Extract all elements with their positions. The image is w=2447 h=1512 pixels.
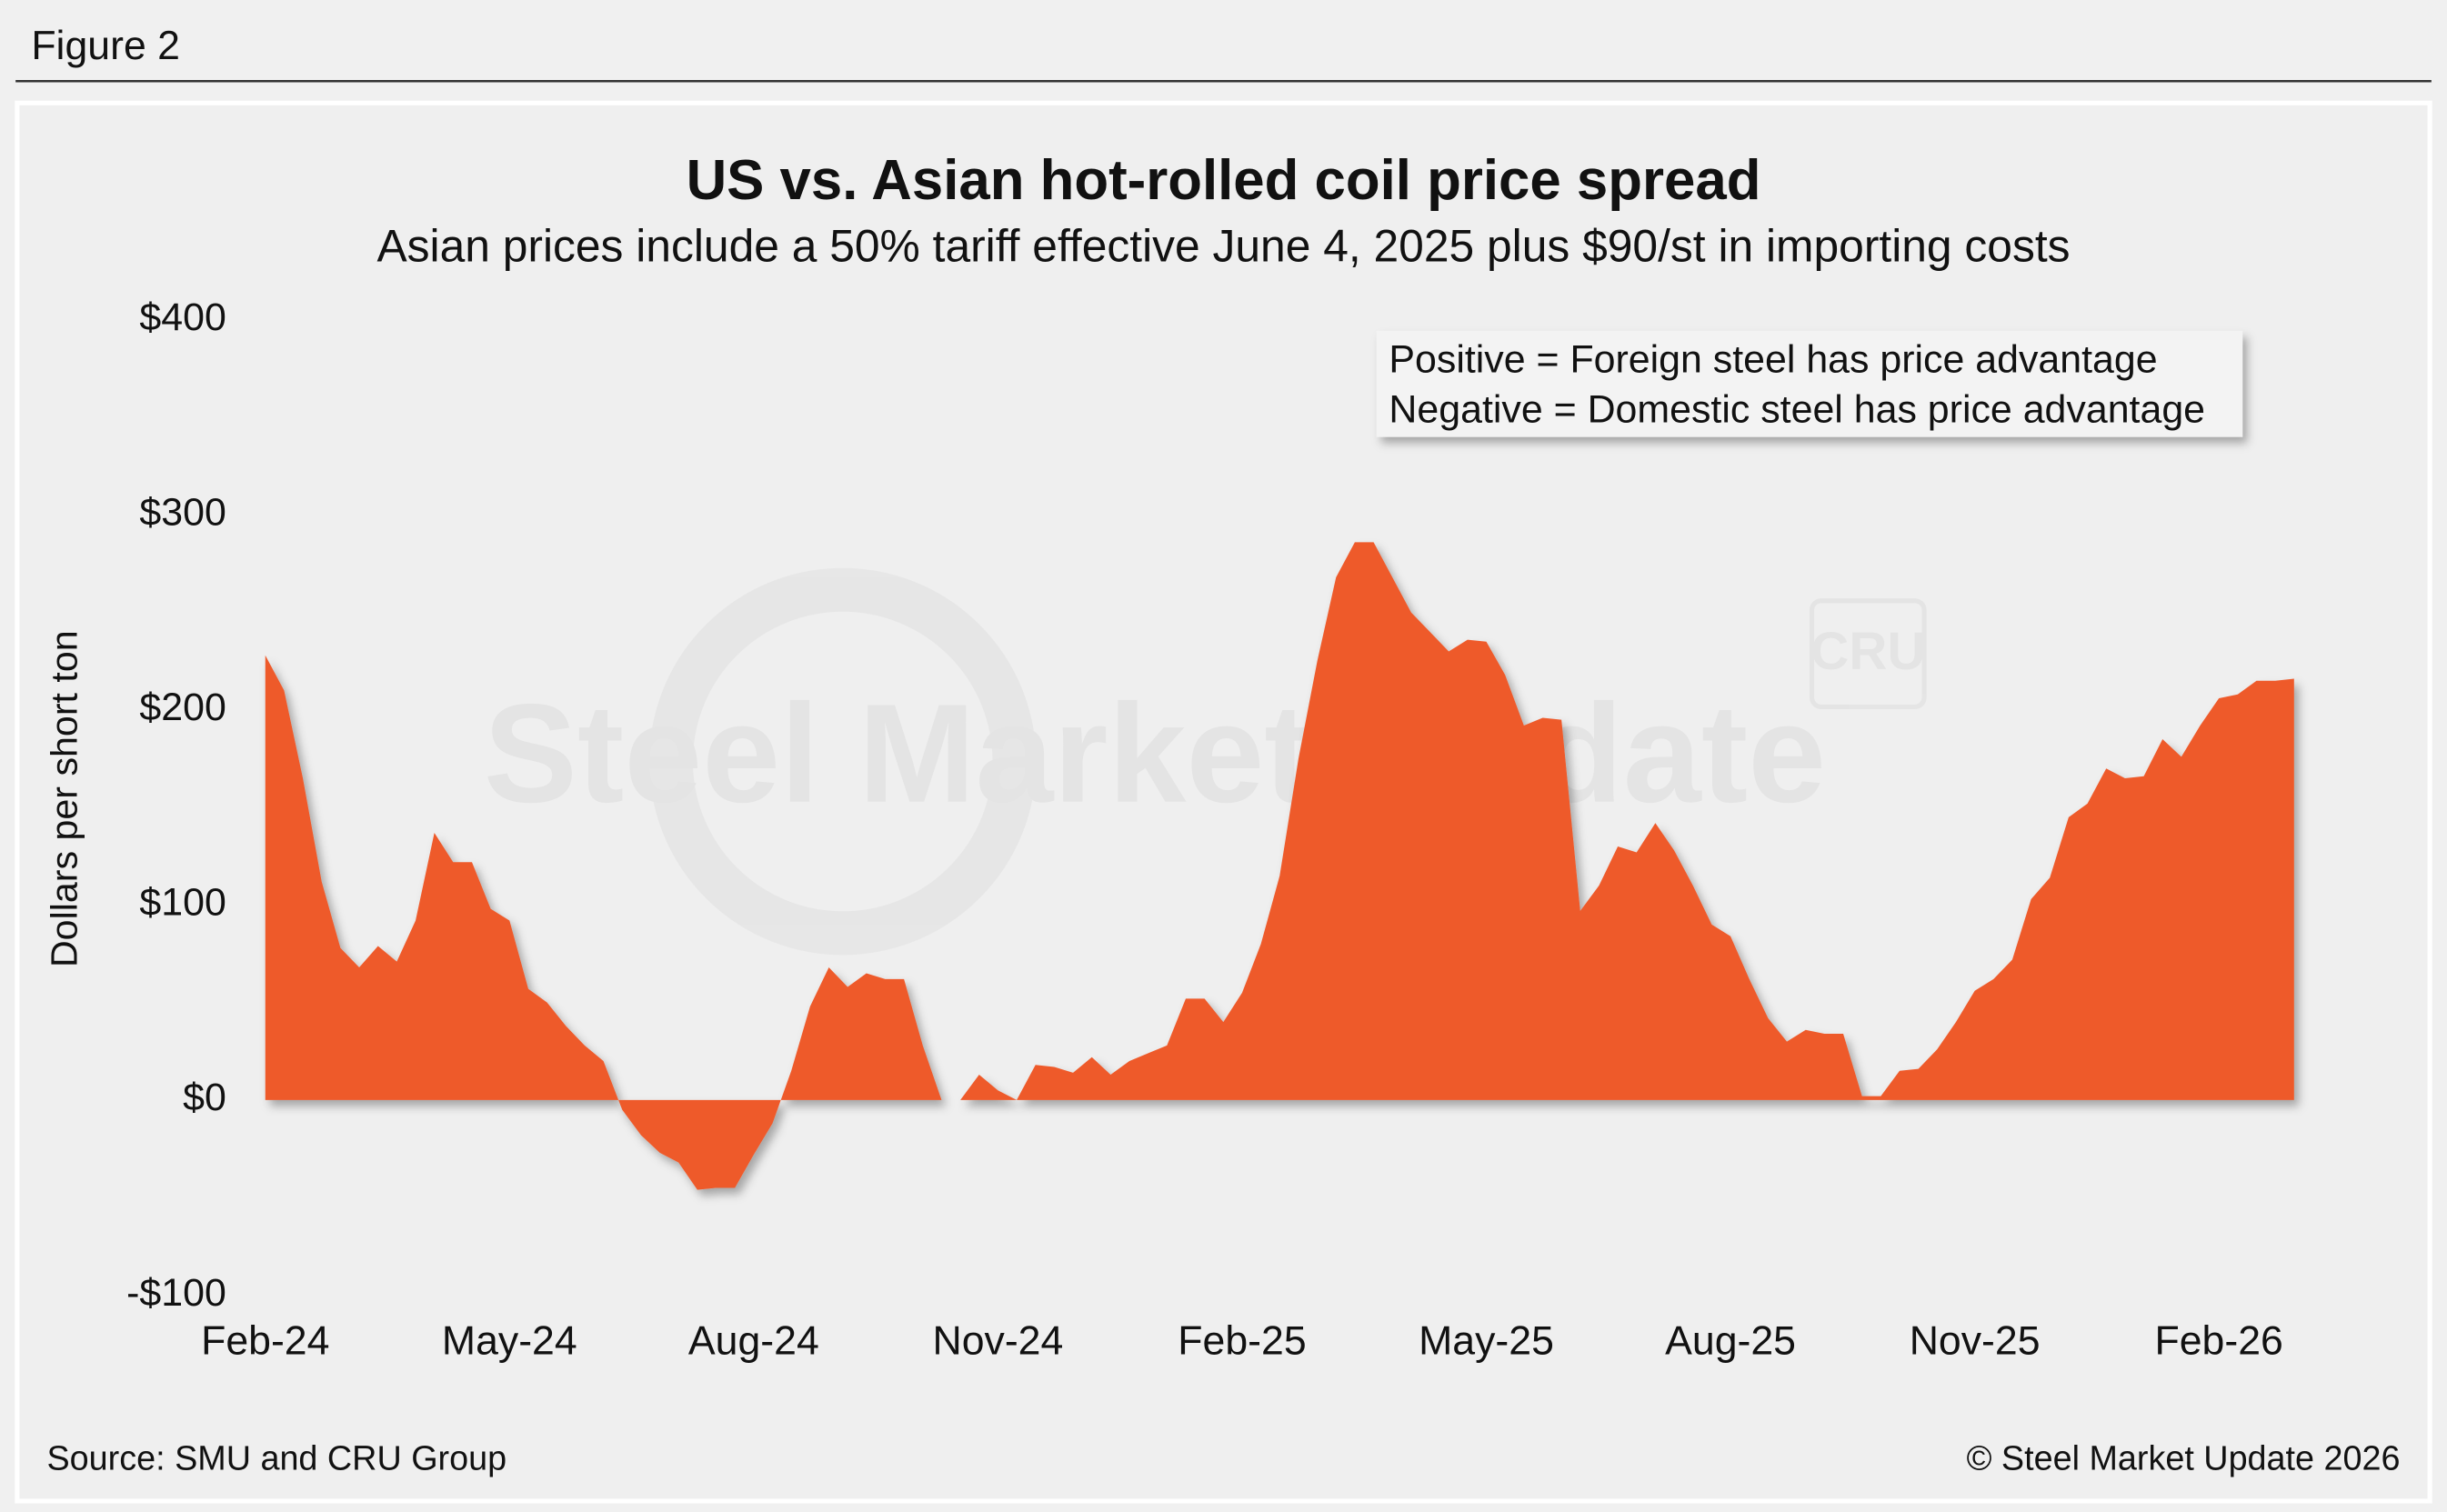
source: Source: SMU and CRU Group	[46, 1438, 506, 1477]
x-tick-label: Feb-24	[201, 1318, 329, 1363]
y-tick-label: $300	[139, 491, 226, 535]
y-tick-label: $400	[139, 295, 226, 339]
figure-label: Figure 2	[31, 24, 180, 68]
watermark: Steel Market Update CRU	[484, 567, 1927, 956]
y-tick-label: $100	[139, 881, 226, 925]
x-tick-label: Aug-24	[688, 1318, 819, 1363]
area	[265, 542, 2294, 1190]
watermark-box	[1809, 598, 1927, 710]
x-tick-label: May-25	[1419, 1318, 1554, 1363]
x-tick-label: Nov-25	[1910, 1318, 2041, 1363]
note-box	[1376, 330, 2243, 437]
x-tick-label: Feb-25	[1178, 1318, 1306, 1363]
y-tick-label: $0	[183, 1076, 226, 1119]
plot: -$100 $0 $100 $200 $300 $400 Feb-24 May-24 Aug-2…	[126, 295, 2294, 1363]
y-axis-label: Dollars per short ton	[44, 630, 85, 967]
x-tick-label: Aug-25	[1665, 1318, 1796, 1363]
x-tick-label: Nov-24	[933, 1318, 1064, 1363]
watermark-text: CRU	[1810, 622, 1925, 681]
x-tick-label: Feb-26	[2155, 1318, 2283, 1363]
chart-title: US vs. Asian hot-rolled coil price sprea…	[687, 149, 1761, 212]
y-tick-label: $200	[139, 686, 226, 729]
x-tick-label: May-24	[442, 1318, 577, 1363]
y-tick-label: -$100	[126, 1271, 226, 1315]
annotation: Negative = Domestic steel has price adva…	[1389, 387, 2205, 431]
copyright: © Steel Market Update 2026	[1967, 1438, 2401, 1477]
chart-subtitle: Asian prices include a 50% tariff effect…	[376, 221, 2070, 272]
watermark-logo	[648, 567, 1037, 956]
watermark-text: Steel Market Update	[484, 675, 1826, 832]
annotation: Positive = Foreign steel has price advan…	[1389, 337, 2157, 381]
